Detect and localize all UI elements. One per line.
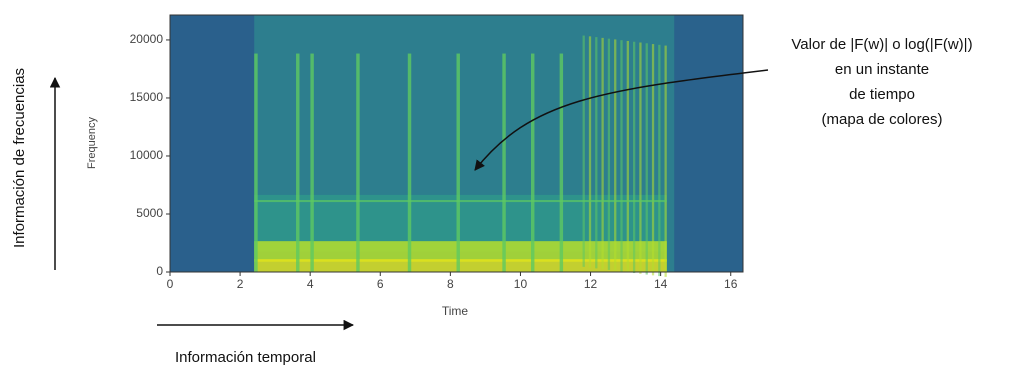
x-tick-label: 10 bbox=[514, 277, 528, 291]
annotation-line: Valor de |F(w)| o log(|F(w)|) bbox=[791, 36, 972, 53]
spectrogram-region bbox=[664, 45, 667, 277]
spectrogram-region bbox=[530, 53, 535, 272]
spectrogram-region bbox=[310, 53, 314, 272]
x-tick-label: 2 bbox=[237, 277, 244, 291]
spectrogram-image bbox=[170, 15, 743, 277]
spectrogram-region bbox=[658, 44, 661, 277]
annotation-line: (mapa de colores) bbox=[822, 111, 943, 128]
annotation-arrow bbox=[474, 69, 769, 171]
spectrogram-region bbox=[170, 15, 255, 272]
spectrogram-region bbox=[254, 259, 667, 272]
x-tick-label: 12 bbox=[584, 277, 598, 291]
y-axis-label: Frequency bbox=[86, 117, 98, 169]
y-tick-label: 20000 bbox=[130, 32, 164, 46]
x-side-label: Información temporal bbox=[175, 349, 316, 366]
spectrogram-region bbox=[626, 40, 629, 273]
x-tick-label: 4 bbox=[307, 277, 314, 291]
spectrogram-region bbox=[254, 53, 258, 272]
y-tick-label: 0 bbox=[156, 264, 163, 278]
spectrogram-region bbox=[407, 53, 412, 272]
spectrogram-region bbox=[588, 36, 592, 268]
annotation: Valor de |F(w)| o log(|F(w)|) en un inst… bbox=[791, 36, 972, 128]
spectrogram-region bbox=[595, 37, 598, 269]
spectrogram-region bbox=[614, 39, 617, 271]
x-tick-label: 14 bbox=[654, 277, 668, 291]
x-tick-label: 0 bbox=[167, 277, 174, 291]
spectrogram-region bbox=[502, 53, 506, 272]
y-tick-label: 5000 bbox=[136, 206, 163, 220]
plot-frame bbox=[169, 14, 744, 273]
spectrogram-region bbox=[254, 200, 667, 203]
spectrogram-region bbox=[632, 41, 636, 274]
spectrogram-region bbox=[601, 37, 604, 270]
spectrogram-region bbox=[645, 43, 648, 275]
annotation-line: en un instante bbox=[835, 61, 929, 78]
spectrogram-region bbox=[254, 241, 667, 262]
x-axis-label: Time bbox=[442, 304, 469, 318]
x-tick-label: 8 bbox=[447, 277, 454, 291]
spectrogram-region bbox=[356, 53, 360, 272]
spectrogram-region bbox=[296, 53, 300, 272]
spectrogram-region bbox=[674, 15, 743, 272]
x-tick-label: 16 bbox=[724, 277, 738, 291]
spectrogram-region bbox=[559, 53, 564, 272]
spectrogram-region bbox=[620, 40, 623, 272]
annotation-line: de tiempo bbox=[849, 86, 915, 103]
y-side-label: Información de frecuencias bbox=[11, 68, 28, 248]
spectrogram-region bbox=[456, 53, 460, 272]
spectrogram-region bbox=[639, 42, 642, 274]
y-tick-label: 15000 bbox=[130, 90, 164, 104]
spectrogram-region bbox=[582, 35, 585, 267]
spectrogram-region bbox=[651, 44, 655, 276]
x-tick-label: 6 bbox=[377, 277, 384, 291]
y-tick-label: 10000 bbox=[130, 148, 164, 162]
spectrogram-region bbox=[607, 38, 611, 270]
